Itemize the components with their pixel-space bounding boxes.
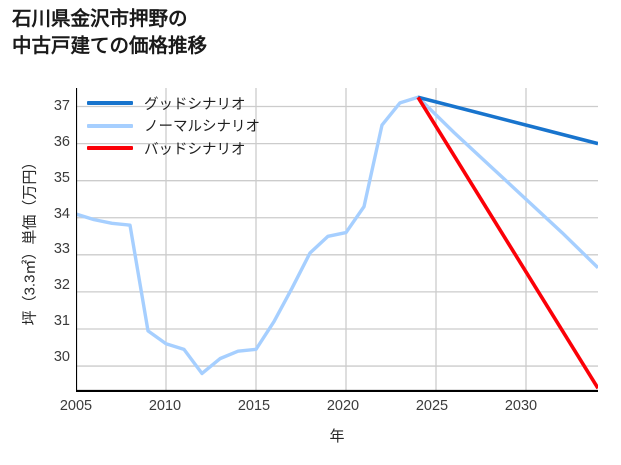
data-series-layer: [76, 95, 598, 390]
y-tick-36: 36: [53, 133, 70, 150]
legend-swatch-bad-icon: [87, 146, 133, 151]
series-line: [76, 95, 598, 376]
legend-item-normal: ノーマルシナリオ: [87, 115, 307, 138]
chart-canvas: [76, 88, 598, 392]
series-line: [416, 96, 598, 390]
legend-item-good: グッドシナリオ: [87, 92, 307, 115]
legend-item-bad: バッドシナリオ: [87, 137, 307, 160]
chart-legend: グッドシナリオ ノーマルシナリオ バッドシナリオ: [87, 92, 307, 160]
x-tick-2005: 2005: [59, 398, 93, 414]
legend-label-good: グッドシナリオ: [144, 96, 246, 113]
series-line: [417, 95, 598, 146]
y-tick-34: 34: [53, 205, 70, 222]
y-tick-30: 30: [53, 349, 70, 365]
legend-swatch-good-icon: [87, 101, 133, 106]
x-tick-2030: 2030: [504, 398, 538, 414]
y-tick-37: 37: [53, 98, 70, 114]
x-tick-2010: 2010: [148, 398, 182, 414]
y-axis-tick-labels: 37 36 35 34 33 32 31 30: [36, 0, 70, 465]
y-tick-31: 31: [53, 313, 70, 330]
x-axis-title: 年: [329, 428, 345, 445]
y-axis-title-wrap: 坪（3.3㎡）単価（万円）: [18, 90, 40, 390]
y-axis-title: 坪（3.3㎡）単価（万円）: [21, 154, 39, 326]
plot-area: [76, 88, 598, 392]
legend-label-normal: ノーマルシナリオ: [144, 119, 260, 136]
gridlines: [76, 88, 598, 392]
page-title: 石川県金沢市押野の 中古戸建ての価格推移: [12, 8, 208, 57]
x-tick-2020: 2020: [326, 398, 360, 414]
legend-swatch-normal-icon: [87, 123, 133, 128]
legend-label-bad: バッドシナリオ: [144, 141, 246, 158]
x-tick-2015: 2015: [237, 398, 271, 414]
y-tick-32: 32: [53, 277, 70, 294]
y-tick-33: 33: [53, 241, 70, 258]
y-tick-35: 35: [53, 169, 70, 186]
x-tick-2025: 2025: [415, 398, 449, 414]
